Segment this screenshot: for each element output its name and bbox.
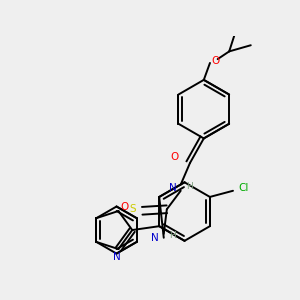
Text: S: S [130,204,136,214]
Text: N: N [113,252,121,262]
Text: N: N [169,184,177,194]
Text: H: H [187,182,193,191]
Text: H: H [169,231,176,240]
Text: O: O [211,56,220,66]
Text: O: O [121,202,129,212]
Text: Cl: Cl [238,184,249,194]
Text: O: O [170,152,179,162]
Text: N: N [151,233,158,243]
